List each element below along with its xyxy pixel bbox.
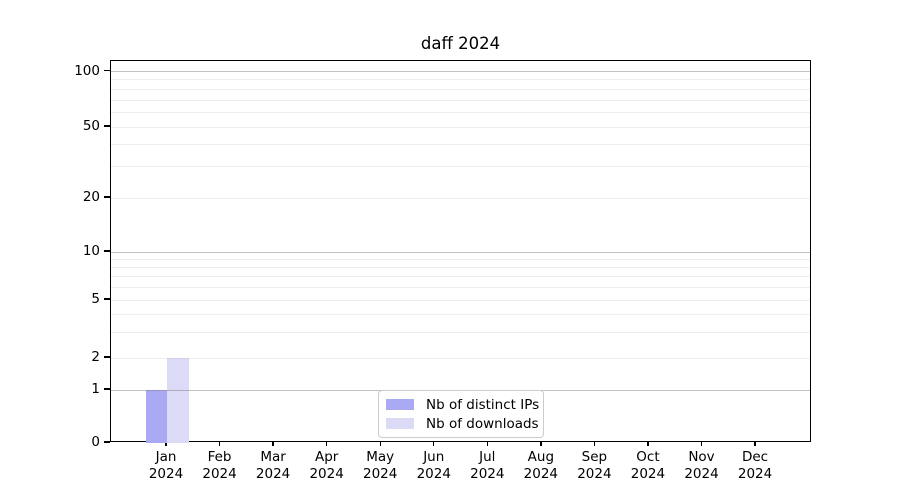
gridline-y-40 [111, 143, 810, 145]
x-tick-month: Nov [688, 449, 715, 465]
y-tick-label: 50 [82, 118, 100, 134]
gridline-y-10 [111, 251, 810, 253]
y-tick-label: 20 [82, 189, 100, 205]
gridline-y-3 [111, 331, 810, 333]
x-tick-mark [325, 441, 328, 446]
y-tick-label: 2 [91, 349, 100, 365]
x-tick-month: Aug [527, 449, 555, 465]
gridline-y-90 [111, 79, 810, 81]
plot-area [110, 60, 811, 443]
x-tick-year: 2024 [630, 465, 666, 482]
x-tick-label: May 2024 [338, 449, 422, 482]
x-tick-year: 2024 [363, 465, 398, 482]
x-tick-mark [165, 441, 167, 446]
y-tick-mark [104, 196, 110, 198]
bar-nb-of-downloads [167, 358, 189, 443]
y-tick-label: 5 [91, 291, 100, 307]
gridline-y-20 [111, 197, 810, 199]
legend-swatch [386, 399, 414, 410]
chart-title: daff 2024 [420, 34, 501, 53]
x-tick-mark [272, 441, 274, 446]
x-tick-year: 2024 [416, 465, 451, 482]
x-tick-mark [540, 441, 542, 446]
x-tick-label: Jul 2024 [445, 449, 529, 482]
x-tick-mark [433, 441, 435, 446]
x-tick-label: Feb 2024 [178, 449, 262, 482]
gridline-y-5 [111, 299, 810, 301]
gridline-y-80 [111, 88, 810, 90]
legend-row: Nb of distinct IPs [386, 396, 543, 413]
legend-row: Nb of downloads [386, 415, 543, 432]
gridline-y-50 [111, 126, 810, 128]
y-tick-mark [104, 441, 110, 443]
x-tick-month: Jun [423, 449, 445, 465]
gridline-y-100 [111, 71, 810, 72]
x-tick-month: Jan [155, 449, 177, 465]
x-tick-month: Dec [741, 449, 769, 465]
x-tick-year: 2024 [577, 465, 612, 482]
bar-nb-of-distinct-ips [145, 390, 167, 443]
y-tick-mark [104, 298, 110, 300]
x-tick-label: Jan 2024 [124, 449, 208, 482]
gridline-y-4 [111, 313, 810, 315]
legend-label: Nb of downloads [426, 415, 539, 432]
x-tick-year: 2024 [523, 465, 559, 482]
gridline-y-8 [111, 266, 810, 268]
y-tick-label: 100 [74, 62, 100, 79]
x-tick-mark [754, 441, 756, 446]
y-tick-label: 1 [91, 381, 100, 397]
x-tick-mark [379, 441, 381, 446]
x-tick-mark [218, 441, 221, 446]
x-tick-month: Apr [314, 449, 339, 465]
x-tick-label: Jun 2024 [392, 449, 476, 482]
x-tick-month: Sep [581, 449, 608, 465]
x-tick-year: 2024 [255, 465, 291, 482]
x-tick-month: Jul [479, 449, 496, 465]
gridline-y-2 [111, 357, 810, 359]
x-tick-mark [593, 441, 596, 446]
x-tick-month: May [366, 449, 395, 465]
gridline-y-60 [111, 111, 810, 113]
gridline-y-9 [111, 258, 810, 260]
gridline-y-7 [111, 276, 810, 278]
x-tick-year: 2024 [470, 465, 505, 482]
x-tick-year: 2024 [737, 465, 773, 482]
y-tick-mark [104, 125, 110, 127]
legend: Nb of distinct IPs Nb of downloads [378, 390, 544, 438]
x-tick-label: Dec 2024 [713, 449, 797, 482]
x-tick-label: Sep 2024 [552, 449, 636, 482]
y-tick-mark [104, 250, 110, 252]
x-tick-year: 2024 [202, 465, 237, 482]
y-tick-mark [104, 356, 110, 358]
x-tick-mark [647, 441, 649, 446]
x-tick-mark [700, 441, 703, 446]
x-tick-year: 2024 [148, 465, 184, 482]
y-tick-mark [104, 388, 110, 390]
gridline-y-30 [111, 166, 810, 168]
x-tick-month: Feb [207, 449, 232, 465]
x-tick-label: Aug 2024 [499, 449, 583, 482]
legend-swatch [386, 418, 414, 429]
legend-label: Nb of distinct IPs [426, 396, 540, 413]
x-tick-month: Oct [636, 449, 660, 465]
gridline-y-6 [111, 286, 810, 288]
x-tick-label: Oct 2024 [606, 449, 690, 482]
x-tick-label: Mar 2024 [231, 449, 315, 482]
gridline-y-70 [111, 99, 810, 101]
x-tick-label: Nov 2024 [660, 449, 744, 482]
x-tick-label: Apr 2024 [285, 449, 369, 482]
y-tick-label: 0 [91, 434, 100, 450]
x-tick-mark [486, 441, 488, 446]
x-tick-month: Mar [260, 449, 286, 465]
y-tick-mark [104, 69, 110, 72]
x-tick-year: 2024 [309, 465, 344, 482]
y-tick-label: 10 [82, 243, 100, 259]
x-tick-year: 2024 [684, 465, 719, 482]
